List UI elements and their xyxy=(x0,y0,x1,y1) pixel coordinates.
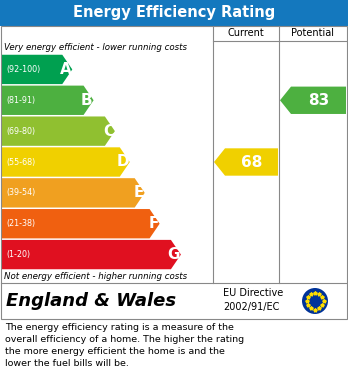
Text: B: B xyxy=(81,93,93,108)
Text: Very energy efficient - lower running costs: Very energy efficient - lower running co… xyxy=(4,43,187,52)
Text: G: G xyxy=(167,247,180,262)
Polygon shape xyxy=(2,55,72,84)
Text: The energy efficiency rating is a measure of the
overall efficiency of a home. T: The energy efficiency rating is a measur… xyxy=(5,323,244,368)
Text: (1-20): (1-20) xyxy=(6,250,30,259)
Polygon shape xyxy=(2,240,181,269)
Text: F: F xyxy=(148,216,159,231)
Text: 68: 68 xyxy=(241,154,262,170)
Polygon shape xyxy=(2,117,115,146)
Text: (92-100): (92-100) xyxy=(6,65,40,74)
Bar xyxy=(1,26,347,319)
Text: England & Wales: England & Wales xyxy=(6,292,176,310)
Text: Not energy efficient - higher running costs: Not energy efficient - higher running co… xyxy=(4,272,187,281)
Circle shape xyxy=(302,288,328,314)
Text: (55-68): (55-68) xyxy=(6,158,35,167)
Bar xyxy=(0,0,348,26)
Text: E: E xyxy=(133,185,144,200)
Text: (39-54): (39-54) xyxy=(6,188,35,197)
Polygon shape xyxy=(2,178,145,208)
Text: (69-80): (69-80) xyxy=(6,127,35,136)
Text: C: C xyxy=(103,124,114,139)
Text: Current: Current xyxy=(228,29,264,38)
Polygon shape xyxy=(2,147,130,177)
Text: (21-38): (21-38) xyxy=(6,219,35,228)
Polygon shape xyxy=(2,86,94,115)
Text: Energy Efficiency Rating: Energy Efficiency Rating xyxy=(73,5,275,20)
Polygon shape xyxy=(2,209,160,239)
Bar xyxy=(1,283,347,319)
Text: (81-91): (81-91) xyxy=(6,96,35,105)
Text: 83: 83 xyxy=(308,93,329,108)
Polygon shape xyxy=(280,87,346,114)
Text: Potential: Potential xyxy=(292,29,334,38)
Text: EU Directive
2002/91/EC: EU Directive 2002/91/EC xyxy=(223,289,283,312)
Text: A: A xyxy=(60,62,71,77)
Polygon shape xyxy=(214,148,278,176)
Text: D: D xyxy=(116,154,129,170)
